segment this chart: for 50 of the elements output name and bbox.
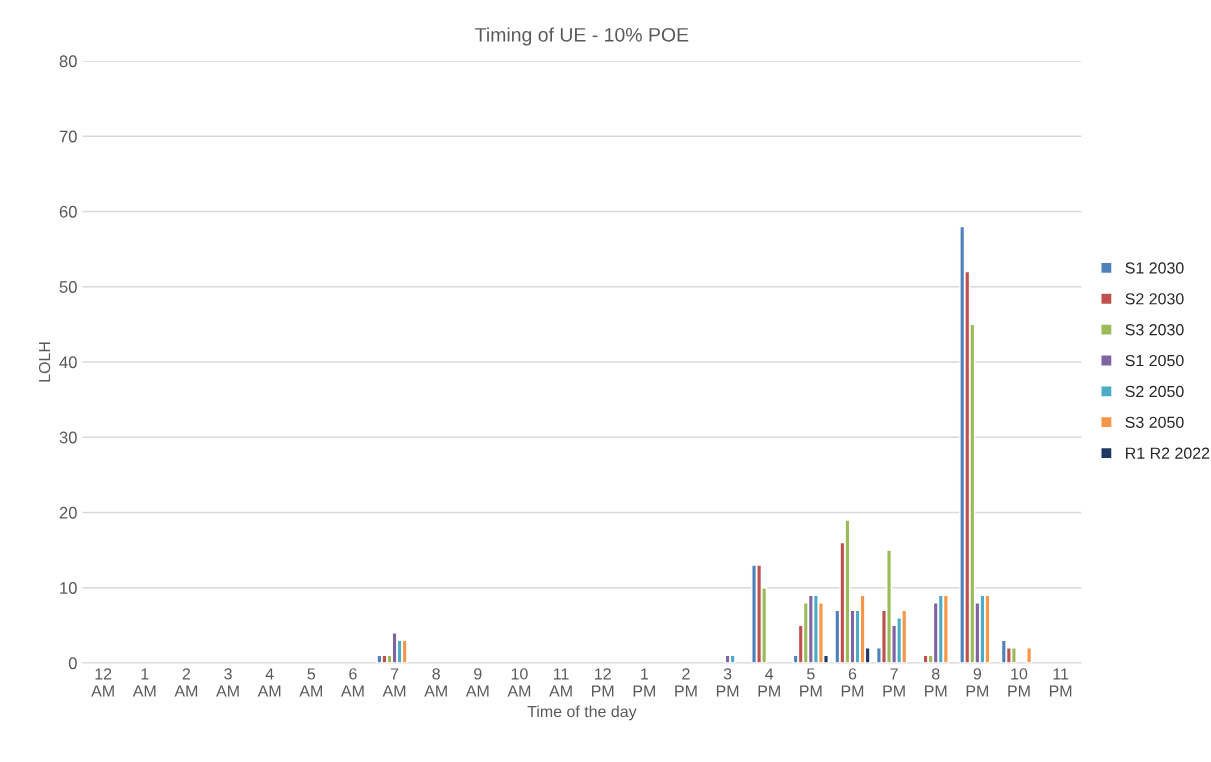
x-tick-label: 11 PM: [1049, 668, 1072, 697]
legend-label: S1 2030: [1125, 262, 1184, 274]
x-tick-label: 2 PM: [675, 668, 697, 697]
x-tick-label: 1 AM: [132, 668, 156, 697]
legend-label: S1 2050: [1125, 354, 1184, 367]
bar: [391, 632, 398, 663]
x-tick-label: 6 PM: [841, 668, 864, 697]
x-tick-label: 10 AM: [507, 668, 531, 697]
x-tick-label: 11 AM: [549, 668, 572, 697]
bar: [1010, 647, 1017, 663]
x-tick-label: 8 AM: [424, 668, 447, 697]
legend-label: S3 2050: [1125, 416, 1184, 428]
x-tick-label: 9 AM: [465, 668, 489, 697]
y-tick-label: 70: [59, 130, 77, 143]
x-tick-label: 7 PM: [883, 668, 905, 697]
x-tick-label: 5 PM: [800, 668, 822, 697]
x-tick-label: 12 PM: [592, 668, 614, 697]
bar: [1026, 647, 1033, 663]
y-tick-label: 30: [59, 431, 77, 444]
chart-title: Timing of UE - 10% POE: [475, 27, 689, 46]
bar: [401, 639, 408, 663]
y-tick-label: 40: [59, 356, 77, 369]
x-tick-label: 3 AM: [216, 668, 239, 697]
y-tick-label: 60: [59, 205, 77, 218]
legend-label: R1 R2 2022: [1126, 447, 1210, 459]
x-tick-label: 9 PM: [966, 668, 989, 697]
legend-label: S3 2030: [1125, 324, 1184, 336]
x-tick-label: 7 AM: [382, 668, 406, 697]
bar: [1000, 639, 1007, 663]
x-tick-label: 1 PM: [633, 668, 655, 697]
bar: [729, 654, 736, 663]
legend-label: S2 2050: [1125, 385, 1184, 398]
x-tick-label: 5 AM: [299, 668, 322, 697]
x-tick-label: 8 PM: [925, 668, 947, 697]
y-tick-label: 0: [68, 657, 77, 670]
x-tick-label: 10 PM: [1008, 668, 1030, 697]
bar: [942, 594, 949, 663]
x-tick-label: 4 AM: [257, 668, 281, 697]
x-tick-label: 2 AM: [174, 668, 198, 697]
x-tick-label: 6 AM: [340, 668, 364, 697]
y-tick-label: 10: [60, 582, 77, 594]
x-tick-label: 4 PM: [758, 668, 780, 697]
x-tick-label: 12 AM: [91, 668, 114, 697]
y-tick-label: 20: [59, 506, 77, 519]
legend-label: S2 2030: [1125, 293, 1184, 305]
y-axis-title: LOLH: [38, 342, 51, 382]
y-tick-label: 50: [59, 281, 77, 293]
x-tick-label: 3 PM: [716, 668, 739, 697]
y-tick-label: 80: [59, 55, 77, 68]
x-axis-title: Time of the day: [527, 705, 637, 721]
